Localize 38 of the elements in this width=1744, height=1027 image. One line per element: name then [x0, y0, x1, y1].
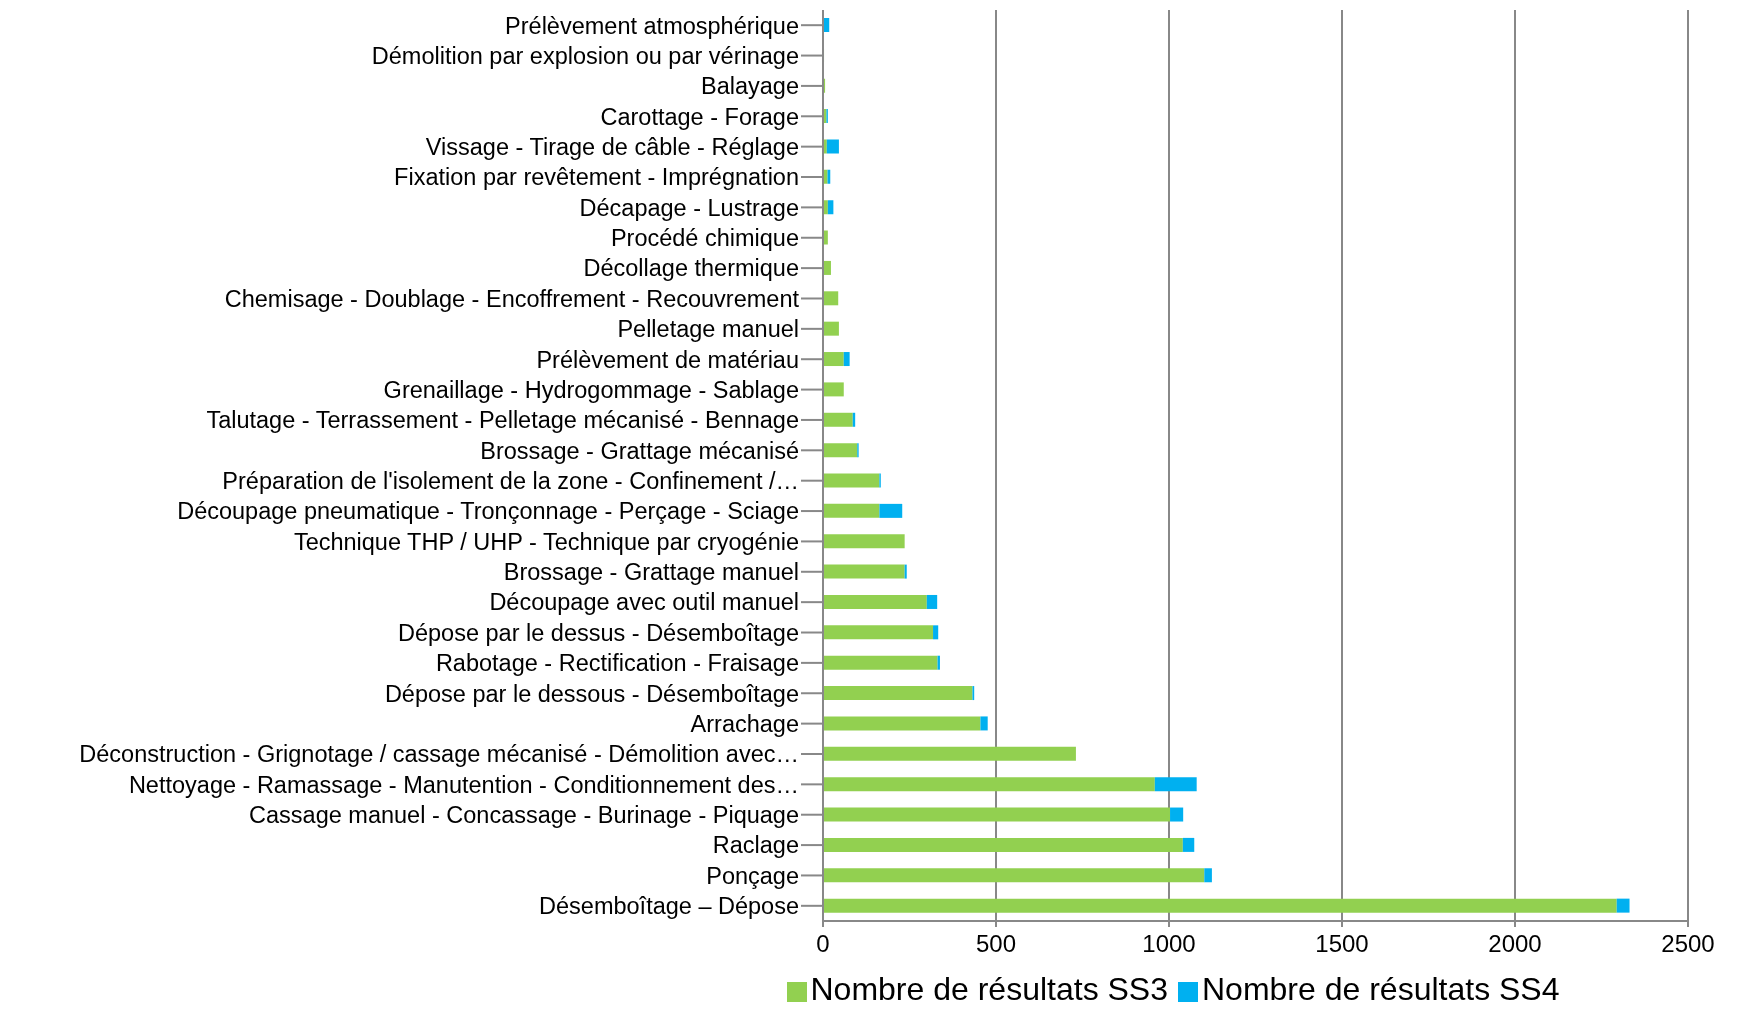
x-tick-label: 2000: [1488, 930, 1542, 958]
y-tick-label: Décapage - Lustrage: [579, 194, 799, 221]
y-tick-label: Prélèvement atmosphérique: [505, 12, 799, 39]
y-tick-label: Nettoyage - Ramassage - Manutention - Conditionnement des…: [128, 771, 799, 798]
y-tick-label: Chemisage - Doublage - Encoffrement - Recouvrement: [224, 285, 800, 312]
y-tick-label: Brossage - Grattage mécanisé: [480, 437, 799, 464]
y-tick-label: Découpage pneumatique - Tronçonnage - Perçage - Sciage: [177, 498, 799, 525]
y-tick-label: Cassage manuel - Concassage - Burinage - Piquage: [249, 802, 799, 829]
y-tick-label: Démolition par explosion ou par vérinage: [371, 42, 799, 69]
y-tick-label: Procédé chimique: [610, 225, 799, 252]
y-tick-label: Carottage - Forage: [600, 103, 799, 130]
y-tick-label: Déconstruction - Grignotage / cassage mécanisé - Démolition avec…: [79, 741, 799, 768]
y-tick-label: Décollage thermique: [583, 255, 799, 282]
x-tick-label: 500: [975, 930, 1017, 958]
y-tick-label: Prélèvement de matériau: [536, 346, 799, 373]
legend-label: Nombre de résultats SS4: [1202, 971, 1560, 1007]
x-tick-label: 0: [816, 930, 830, 958]
x-tick-label: 1000: [1142, 930, 1196, 958]
y-tick-label: Grenaillage - Hydrogommage - Sablage: [383, 376, 799, 403]
y-tick-label: Préparation de l'isolement de la zone - Confinement /…: [222, 468, 799, 495]
y-tick-label: Dépose par le dessous - Désemboîtage: [384, 680, 799, 707]
y-tick-label: Fixation par revêtement - Imprégnation: [394, 164, 799, 191]
y-tick-label: Ponçage: [706, 862, 799, 889]
legend-label: Nombre de résultats SS3: [810, 971, 1168, 1007]
y-tick-label: Désemboîtage – Dépose: [539, 893, 799, 920]
y-tick-label: Découpage avec outil manuel: [489, 589, 799, 616]
y-tick-label: Vissage - Tirage de câble - Réglage: [425, 133, 799, 160]
y-tick-label: Arrachage: [690, 710, 799, 737]
x-tick-label: 2500: [1661, 930, 1715, 958]
x-tick-label: 1500: [1315, 930, 1369, 958]
y-tick-label: Dépose par le dessus - Désemboîtage: [397, 619, 799, 646]
y-tick-label: Raclage: [712, 832, 799, 859]
y-tick-label: Talutage - Terrassement - Pelletage mécanisé - Bennage: [206, 407, 799, 434]
y-tick-label: Brossage - Grattage manuel: [503, 559, 799, 586]
y-tick-label: Technique THP / UHP - Technique par cryogénie: [293, 528, 799, 555]
y-tick-label: Rabotage - Rectification - Fraisage: [435, 650, 799, 677]
y-tick-label: Pelletage manuel: [617, 316, 799, 343]
y-tick-label: Balayage: [701, 73, 799, 100]
